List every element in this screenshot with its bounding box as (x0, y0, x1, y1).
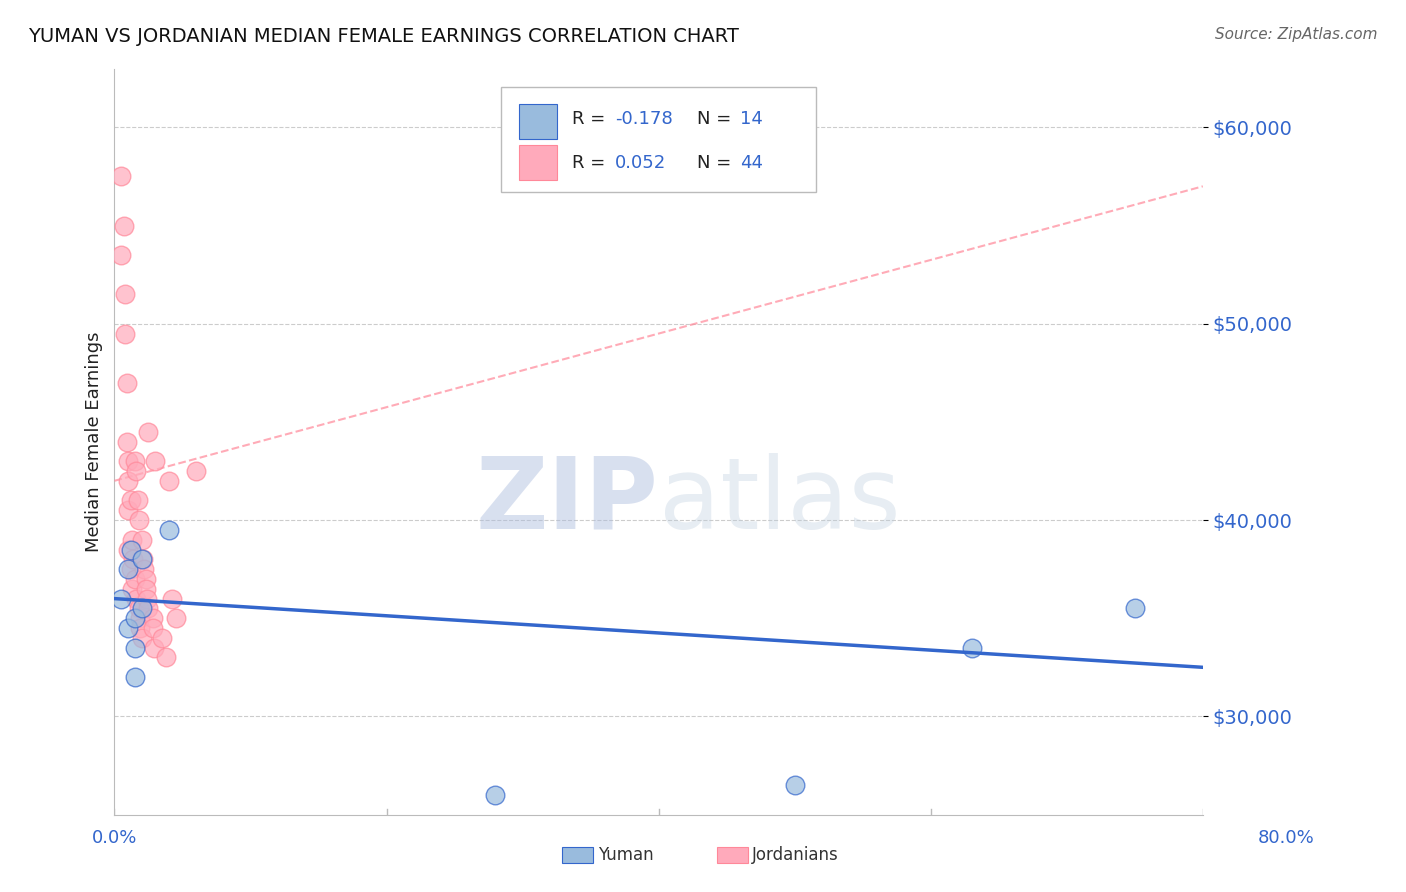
Point (117, 503, 139, 517)
Point (124, 670, 146, 684)
Point (121, 533, 143, 547)
Point (125, 464, 148, 478)
Point (150, 631, 173, 645)
Point (120, 542, 142, 557)
Text: R =: R = (572, 111, 610, 128)
Point (115, 434, 138, 449)
Point (165, 611, 187, 625)
Point (117, 454, 139, 468)
Point (131, 533, 153, 547)
Point (135, 572, 157, 586)
Point (117, 562, 139, 576)
Point (138, 425, 160, 439)
Point (143, 454, 166, 468)
Point (135, 582, 157, 596)
Point (124, 572, 146, 586)
Point (110, 169, 132, 184)
Point (124, 611, 146, 625)
Point (125, 591, 148, 606)
Point (131, 552, 153, 566)
Point (155, 650, 177, 665)
Point (120, 562, 142, 576)
Point (960, 640, 983, 655)
Point (132, 552, 155, 566)
Point (121, 582, 143, 596)
Text: N =: N = (697, 111, 737, 128)
Point (136, 591, 159, 606)
Text: 44: 44 (741, 154, 763, 172)
Point (117, 542, 139, 557)
Point (127, 493, 149, 508)
Text: R =: R = (572, 154, 610, 172)
Point (142, 640, 165, 655)
Bar (519, 145, 557, 180)
Point (114, 287, 136, 301)
Point (124, 454, 146, 468)
Point (157, 474, 180, 488)
Point (141, 611, 163, 625)
Text: 0.0%: 0.0% (91, 829, 136, 847)
Point (110, 248, 132, 262)
Point (131, 631, 153, 645)
Text: Source: ZipAtlas.com: Source: ZipAtlas.com (1215, 27, 1378, 42)
FancyBboxPatch shape (501, 87, 817, 192)
Point (484, 788, 506, 802)
Point (122, 552, 145, 566)
Point (1123, 601, 1146, 615)
Point (112, 219, 135, 233)
Point (160, 591, 183, 606)
Point (114, 326, 136, 341)
Text: YUMAN VS JORDANIAN MEDIAN FEMALE EARNINGS CORRELATION CHART: YUMAN VS JORDANIAN MEDIAN FEMALE EARNING… (28, 27, 740, 45)
Text: Jordanians: Jordanians (752, 847, 839, 864)
Text: -0.178: -0.178 (614, 111, 673, 128)
Point (110, 591, 132, 606)
Text: 0.052: 0.052 (614, 154, 666, 172)
Point (184, 464, 207, 478)
Point (117, 474, 139, 488)
Point (783, 778, 806, 792)
Point (117, 621, 139, 635)
Point (138, 601, 160, 615)
Text: ZIP: ZIP (475, 453, 658, 549)
Point (128, 601, 150, 615)
Point (141, 621, 163, 635)
Text: 80.0%: 80.0% (1258, 829, 1315, 847)
Point (124, 640, 146, 655)
Point (129, 621, 152, 635)
Point (129, 611, 152, 625)
Text: 14: 14 (741, 111, 763, 128)
Point (115, 376, 138, 390)
Point (157, 523, 180, 537)
Y-axis label: Median Female Earnings: Median Female Earnings (86, 331, 103, 552)
Point (134, 562, 156, 576)
Text: N =: N = (697, 154, 737, 172)
Point (128, 513, 150, 527)
Point (120, 493, 142, 508)
Text: Yuman: Yuman (598, 847, 654, 864)
Text: atlas: atlas (658, 453, 900, 549)
Bar (519, 103, 557, 139)
Point (131, 601, 153, 615)
